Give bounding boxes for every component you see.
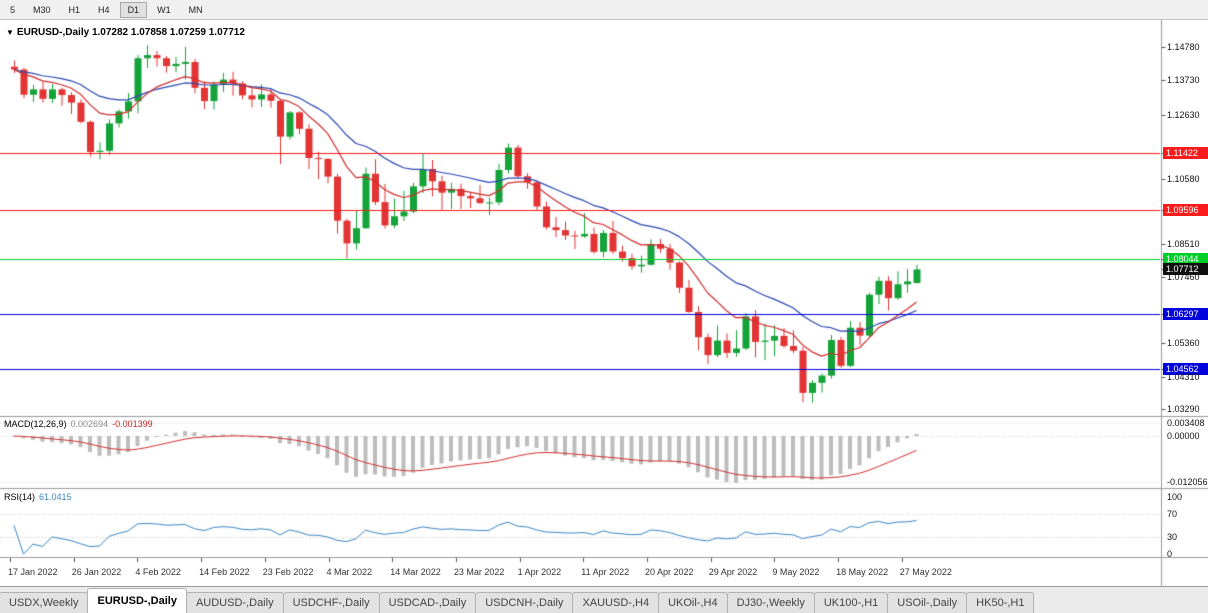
macd-indicator-label: MACD(12,26,9) 0.002694 -0.001399 [4,419,153,429]
timeframe-toolbar: 5 M30 H1 H4 D1 W1 MN [0,0,1208,20]
rsi-axis-label: 70 [1167,508,1178,519]
tab-usoil-daily[interactable]: USOil-,Daily [887,592,968,613]
tab-eurusd-daily[interactable]: EURUSD-,Daily [87,588,187,613]
date-axis-label: 9 May 2022 [772,567,820,577]
tab-usdchf-daily[interactable]: USDCHF-,Daily [282,592,380,613]
timeframe-button-d1[interactable]: D1 [119,1,148,18]
price-axis-label: 1.14780 [1167,41,1200,52]
price-axis-label: 1.10580 [1167,174,1200,185]
macd-axis-label: 0.003408 [1167,418,1205,429]
date-axis-label: 1 Apr 2022 [517,567,562,577]
tab-ukoil-h4[interactable]: UKOil-,H4 [658,592,728,613]
rsi-axis-label: 0 [1167,549,1173,560]
symbol-ohlc-values: 1.07282 1.07858 1.07259 1.07712 [91,27,245,38]
tab-dj30-weekly[interactable]: DJ30-,Weekly [726,592,815,613]
macd-name: MACD(12,26,9) [4,419,67,429]
tab-uk100-h1[interactable]: UK100-,H1 [813,592,889,613]
hline-price-tag: 1.11422 [1163,146,1208,159]
date-axis-label: 14 Feb 2022 [199,567,250,577]
timeframe-button-mn[interactable]: MN [188,4,203,15]
date-axis-label: 11 Apr 2022 [581,567,630,577]
price-axis-label: 1.08510 [1167,239,1200,250]
macd-main-value: 0.002694 [70,419,109,429]
hline-price-tag: 1.09596 [1163,204,1208,217]
tab-usdx-weekly[interactable]: USDX,Weekly [0,592,89,613]
date-axis-label: 17 Jan 2022 [8,567,58,577]
symbol-dropdown-icon[interactable]: ▼ [6,28,14,37]
rsi-axis-label: 30 [1167,531,1178,542]
symbol-name: EURUSD-,Daily [16,27,90,38]
chart-window: ▼ EURUSD-,Daily 1.07282 1.07858 1.07259 1… [0,20,1208,586]
date-axis-label: 23 Feb 2022 [262,567,314,577]
date-axis-label: 4 Feb 2022 [135,567,181,577]
macd-axis-label: 0.00000 [1167,431,1200,441]
hline-price-tag: 1.08044 [1163,252,1208,265]
chart-canvas[interactable] [0,20,1208,586]
date-axis-label: 20 Apr 2022 [645,567,694,577]
price-axis-label: 1.12630 [1167,109,1200,120]
date-axis-label: 18 May 2022 [836,567,889,577]
price-axis-label: 1.05360 [1167,338,1200,349]
chart-title: ▼ EURUSD-,Daily 1.07282 1.07858 1.07259 1… [6,27,245,38]
timeframe-button-m30[interactable]: M30 [33,4,51,15]
tab-audusd-daily[interactable]: AUDUSD-,Daily [185,592,284,613]
rsi-value: 61.0415 [39,492,72,502]
macd-signal-value: -0.001399 [112,419,153,429]
date-axis-label: 27 May 2022 [899,567,952,577]
price-axis-label: 1.13730 [1167,74,1200,85]
hline-price-tag: 1.06297 [1163,307,1208,320]
tab-usdcad-daily[interactable]: USDCAD-,Daily [378,592,477,613]
timeframe-button-w1[interactable]: W1 [157,4,171,15]
date-axis-label: 4 Mar 2022 [326,567,373,577]
date-axis-label: 23 Mar 2022 [453,567,505,577]
chart-tabbar: USDX,Weekly EURUSD-,Daily AUDUSD-,Daily USD… [0,586,1208,613]
date-axis-label: 14 Mar 2022 [390,567,441,577]
tab-xauusd-h4[interactable]: XAUUSD-,H4 [572,592,660,613]
rsi-name: RSI(14) [4,492,36,502]
price-axis-label: 1.04310 [1167,371,1200,382]
date-axis-label: 26 Jan 2022 [71,567,122,577]
current-price-tag: 1.07712 [1163,263,1208,276]
tab-hk50-h1[interactable]: HK50-,H1 [966,592,1035,613]
timeframe-button-h4[interactable]: H4 [98,4,110,15]
rsi-indicator-label: RSI(14) 61.0415 [4,492,72,502]
hline-price-tag: 1.04562 [1163,362,1208,375]
timeframe-button-5[interactable]: 5 [10,4,16,15]
tab-usdcnh-daily[interactable]: USDCNH-,Daily [475,592,574,613]
macd-axis-label: -0.012056 [1167,476,1208,487]
rsi-axis-label: 100 [1167,491,1183,502]
price-axis-label: 1.07460 [1167,272,1200,283]
date-axis-label: 29 Apr 2022 [708,567,758,577]
timeframe-button-h1[interactable]: H1 [68,4,81,15]
price-axis-label: 1.03290 [1167,403,1200,414]
